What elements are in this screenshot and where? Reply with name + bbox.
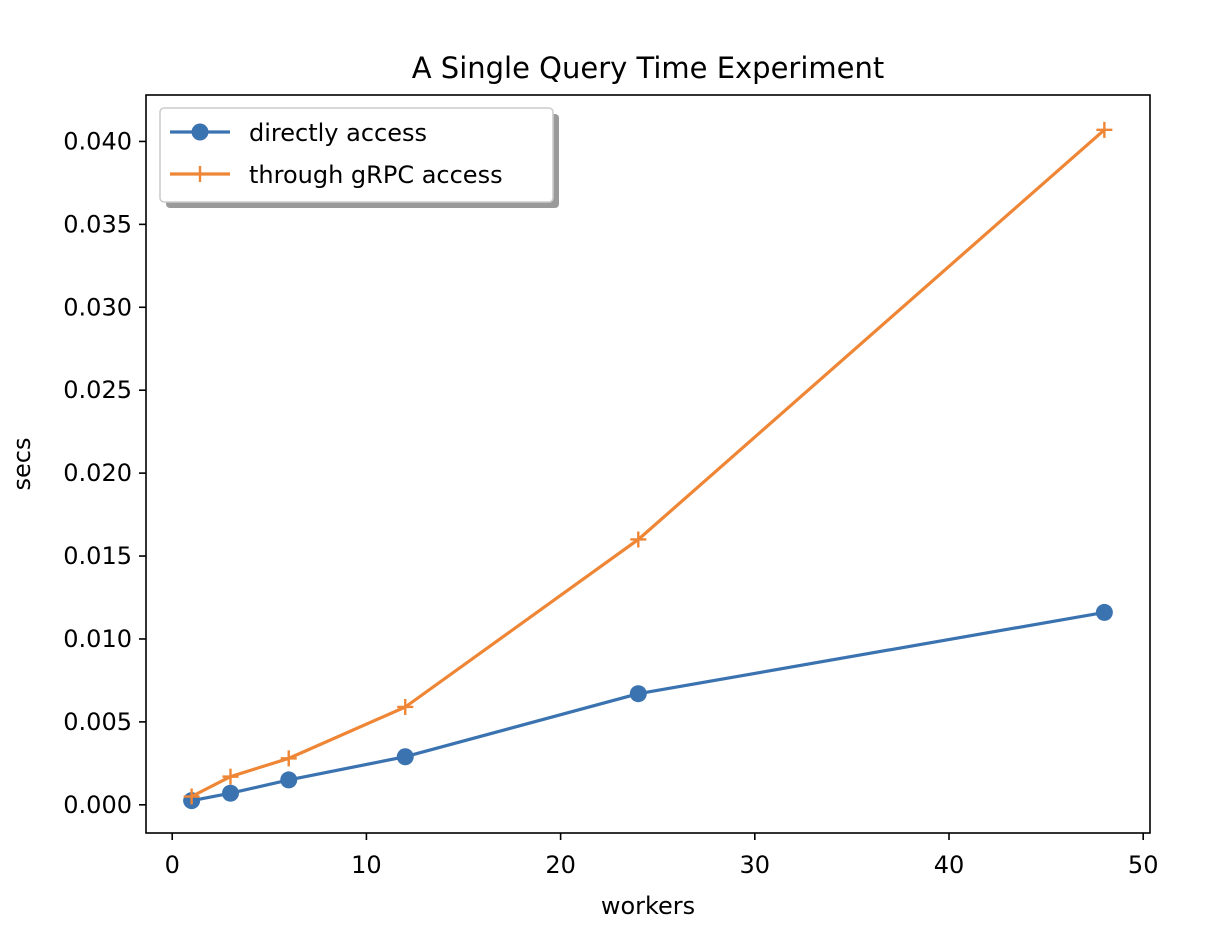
series-line [191, 610, 1105, 803]
series-line [190, 128, 1106, 798]
y-axis: 0.000 0.005 0.010 0.015 0.020 0.025 0.030 0.035… [63, 127, 146, 819]
data-point [280, 771, 298, 789]
y-tick-label: 0.005 [63, 708, 132, 736]
x-tick-label: 40 [934, 851, 965, 879]
legend-box [159, 107, 554, 203]
x-tick-label: 30 [740, 851, 771, 879]
data-point [629, 685, 647, 703]
series-1 [183, 603, 1113, 810]
legend-label: through gRPC access [249, 161, 503, 189]
x-tick-label: 0 [165, 851, 180, 879]
legend-marker [192, 166, 208, 182]
y-tick-label: 0.020 [63, 459, 132, 487]
plot-area [145, 94, 1151, 834]
x-tick-label: 10 [351, 851, 382, 879]
series-layer [183, 121, 1113, 810]
chart-title: A Single Query Time Experiment [412, 51, 885, 85]
data-point [280, 750, 297, 767]
data-point [396, 748, 414, 766]
y-tick-label: 0.030 [63, 293, 132, 321]
series-2 [183, 121, 1113, 805]
plot-frame [145, 94, 1151, 834]
x-tick-label: 20 [545, 851, 576, 879]
data-point [183, 788, 200, 805]
y-axis-label: secs [8, 438, 36, 491]
y-tick-label: 0.035 [63, 210, 132, 238]
y-tick-label: 0.040 [63, 127, 132, 155]
data-point [1095, 603, 1113, 621]
legend-item: directly access [170, 119, 427, 147]
legend-label: directly access [249, 119, 427, 147]
legend: directly access through gRPC access [159, 107, 559, 208]
x-axis-label: workers [601, 892, 695, 920]
data-point [222, 768, 239, 785]
legend-marker [191, 123, 209, 141]
y-tick-label: 0.015 [63, 542, 132, 570]
x-axis: 0 10 20 30 40 50 [165, 833, 1159, 879]
y-tick-label: 0.000 [63, 791, 132, 819]
data-point [630, 531, 647, 548]
x-tick-label: 50 [1128, 851, 1159, 879]
legend-item: through gRPC access [170, 161, 503, 189]
data-point [397, 698, 414, 715]
data-point [1096, 121, 1113, 138]
data-point [221, 784, 239, 802]
y-tick-label: 0.025 [63, 376, 132, 404]
y-tick-label: 0.010 [63, 625, 132, 653]
